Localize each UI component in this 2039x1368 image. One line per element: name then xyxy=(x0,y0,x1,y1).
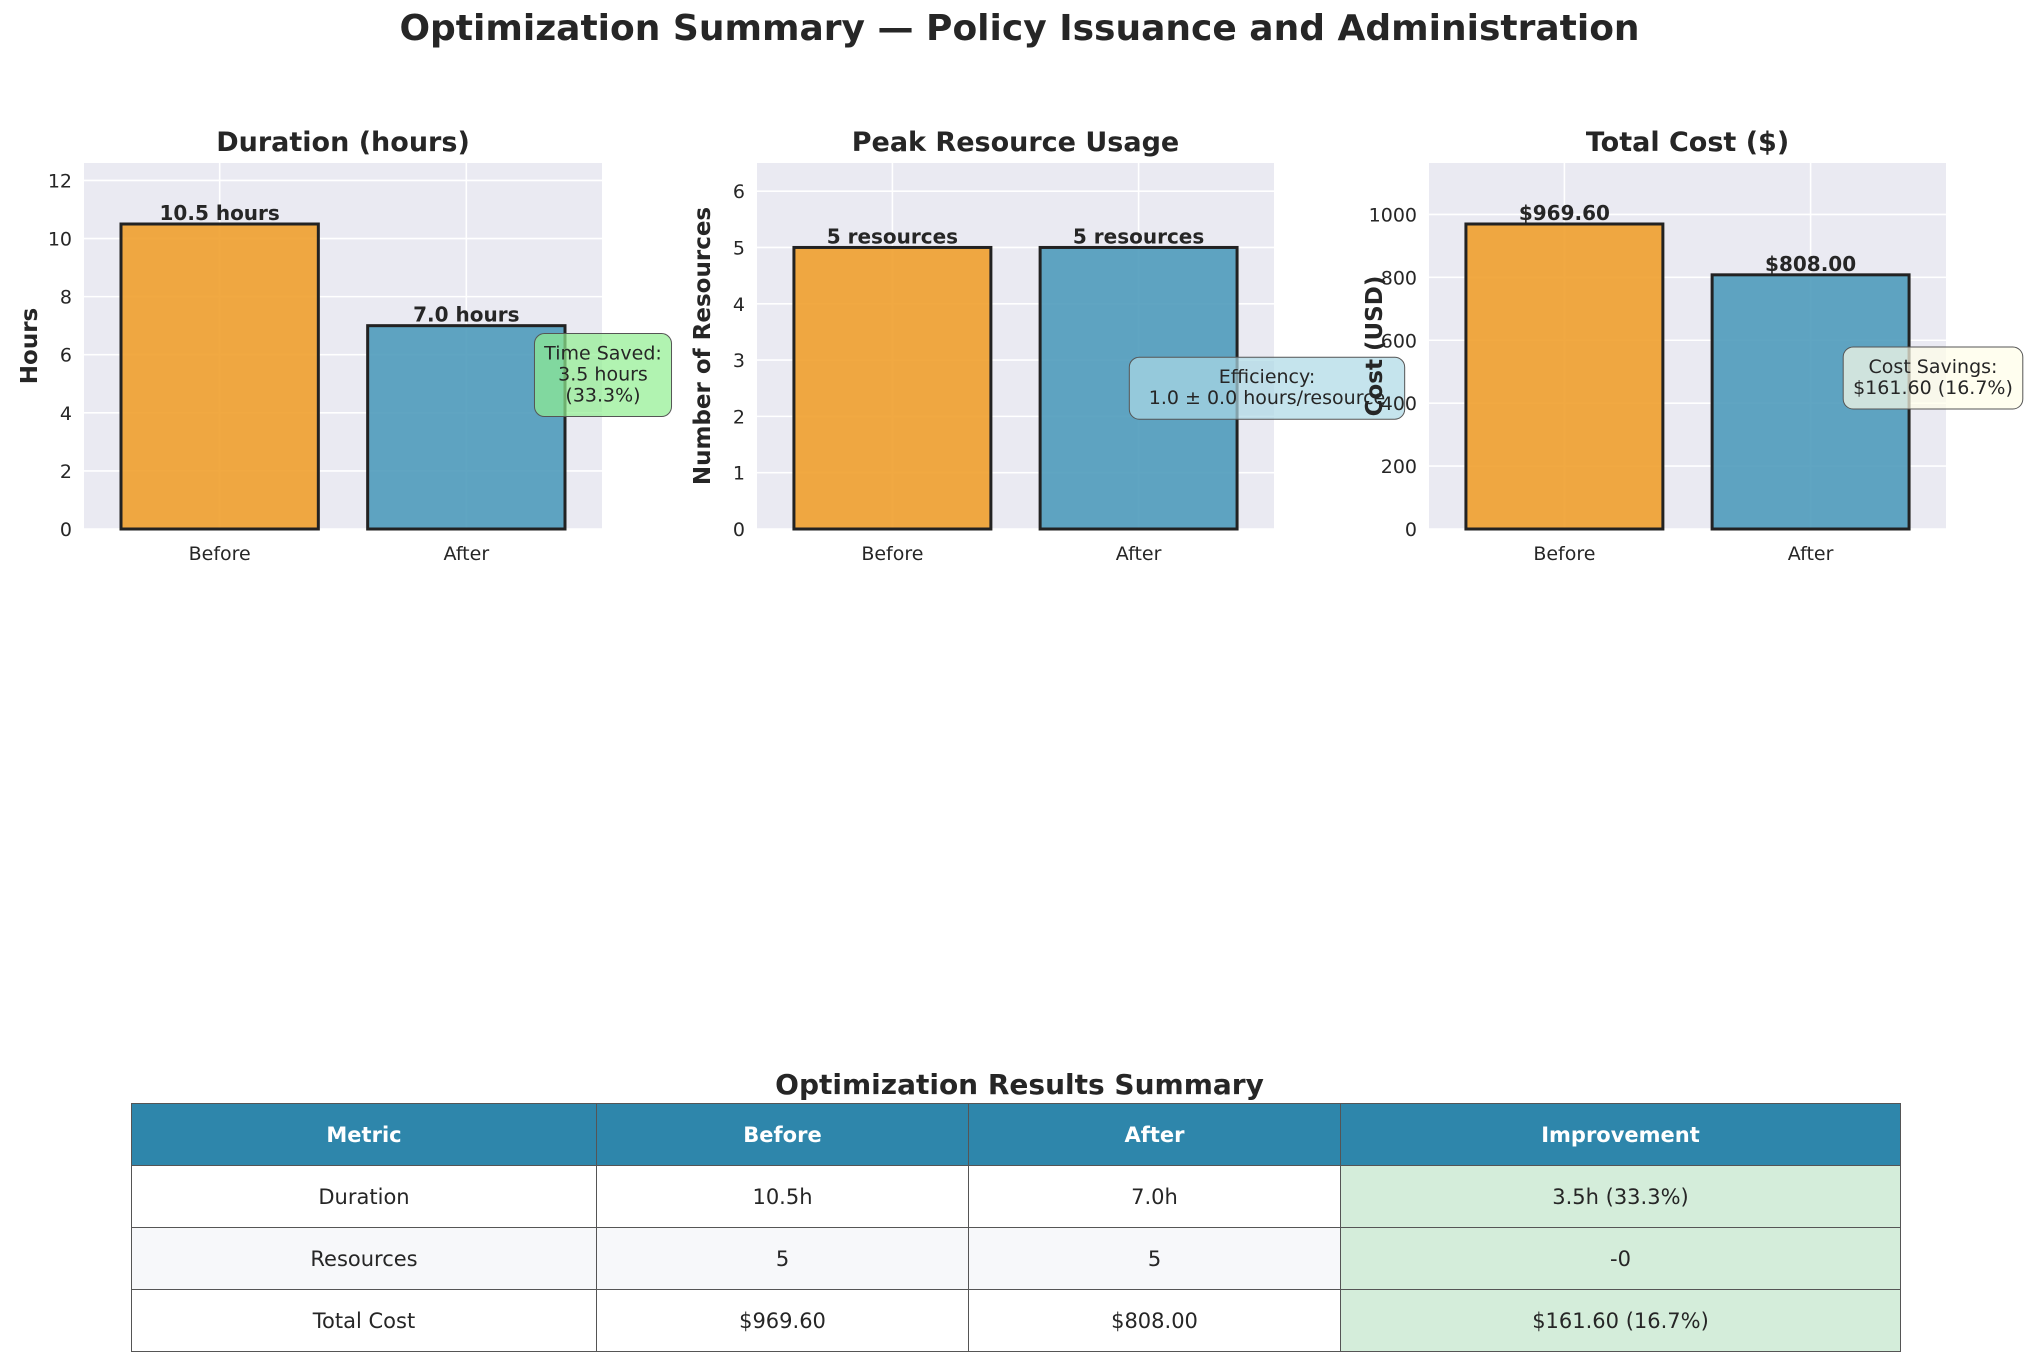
table-cell: $808.00 xyxy=(968,1289,1341,1352)
table-cell: 5 xyxy=(968,1227,1341,1290)
annotation-box: Efficiency:1.0 ± 0.0 hours/resource xyxy=(1128,356,1406,420)
y-axis-label: Cost (USD) xyxy=(1362,276,1388,417)
y-tick-label: 600 xyxy=(1381,330,1417,352)
chart-panel-3: 0 200 400 600 800 1000 $969.60 Before $808.00 Aft… xyxy=(1362,127,2024,565)
annotation-box: Cost Savings:$161.60 (16.7%) xyxy=(1842,346,2024,410)
bar-value-label: 10.5 hours xyxy=(160,201,280,225)
bar-value-label: $808.00 xyxy=(1765,252,1856,276)
header-after: After xyxy=(968,1103,1341,1166)
y-tick-label: 0 xyxy=(1405,519,1417,541)
x-tick-label: Before xyxy=(861,543,923,565)
y-axis-label: Hours xyxy=(17,308,43,384)
table-cell-improvement: -0 xyxy=(1340,1227,1901,1290)
bar-after xyxy=(366,324,567,531)
x-tick-label: After xyxy=(1788,543,1834,565)
annotation-background xyxy=(1128,356,1406,420)
y-tick-label: 1000 xyxy=(1369,204,1417,226)
y-tick-label: 200 xyxy=(1381,456,1417,478)
y-tick-label: 8 xyxy=(60,287,72,309)
table-cell-improvement: 3.5h (33.3%) xyxy=(1340,1165,1901,1228)
annotation-text: (33.3%) xyxy=(565,385,640,407)
y-tick-label: 400 xyxy=(1381,393,1417,415)
table-row: Total Cost $969.60 $808.00 $161.60 (16.7… xyxy=(131,1289,1901,1352)
table-cell: Resources xyxy=(131,1227,597,1290)
y-tick-label: 3 xyxy=(733,350,745,372)
y-tick-label: 4 xyxy=(733,294,745,316)
bar-before xyxy=(119,222,320,531)
header-metric: Metric xyxy=(131,1103,597,1166)
bar-value-label: 5 resources xyxy=(1073,224,1204,248)
x-tick-label: Before xyxy=(189,543,251,565)
bar-before xyxy=(1464,222,1665,531)
table-cell: Total Cost xyxy=(131,1289,597,1352)
bar-before xyxy=(792,245,993,531)
annotation-background xyxy=(1842,346,2024,410)
x-tick-label: After xyxy=(1116,543,1162,565)
x-tick-label: Before xyxy=(1533,543,1595,565)
table-cell: $969.60 xyxy=(596,1289,969,1352)
y-tick-label: 1 xyxy=(733,463,745,485)
header-improvement: Improvement xyxy=(1340,1103,1901,1166)
y-tick-label: 6 xyxy=(60,345,72,367)
annotation-text: 3.5 hours xyxy=(558,364,648,386)
annotation-text: 1.0 ± 0.0 hours/resource xyxy=(1149,387,1385,409)
figure-title: Optimization Summary — Policy Issuance a… xyxy=(399,8,1640,49)
bar-value-label: 5 resources xyxy=(827,224,958,248)
chart-title: Peak Resource Usage xyxy=(852,127,1180,158)
table-cell: 10.5h xyxy=(596,1165,969,1228)
header-before: Before xyxy=(596,1103,969,1166)
y-tick-label: 2 xyxy=(733,406,745,428)
table-title: Optimization Results Summary xyxy=(775,1068,1264,1101)
summary-table: Metric Before After Improvement Duration… xyxy=(131,1103,1901,1352)
chart-panel-1: 0 2 4 6 8 10 12 10.5 hours Before 7.0 hours After D… xyxy=(17,127,673,565)
annotation-box: Time Saved:3.5 hours(33.3%) xyxy=(533,333,673,418)
y-axis-label: Number of Resources xyxy=(690,207,716,485)
y-tick-label: 2 xyxy=(60,461,72,483)
table-row: Resources 5 5 -0 xyxy=(131,1227,1901,1290)
table-header-row: Metric Before After Improvement xyxy=(131,1103,1901,1166)
y-tick-label: 800 xyxy=(1381,267,1417,289)
y-tick-label: 6 xyxy=(733,181,745,203)
chart-title: Duration (hours) xyxy=(216,127,470,158)
bar-value-label: $969.60 xyxy=(1519,201,1610,225)
y-tick-label: 0 xyxy=(60,519,72,541)
annotation-text: Time Saved: xyxy=(543,343,662,365)
y-tick-label: 5 xyxy=(733,237,745,259)
table-cell: 7.0h xyxy=(968,1165,1341,1228)
y-tick-label: 10 xyxy=(48,229,72,251)
table-cell: Duration xyxy=(131,1165,597,1228)
bar-value-label: 7.0 hours xyxy=(413,303,519,327)
annotation-background xyxy=(533,333,673,418)
y-tick-label: 0 xyxy=(733,519,745,541)
y-tick-label: 12 xyxy=(48,170,72,192)
chart-panel-2: 0 1 2 3 4 5 6 5 resources Before 5 resources After… xyxy=(690,127,1406,565)
chart-title: Total Cost ($) xyxy=(1586,127,1789,158)
annotation-text: Efficiency: xyxy=(1219,366,1316,388)
annotation-text: $161.60 (16.7%) xyxy=(1853,377,2013,399)
annotation-text: Cost Savings: xyxy=(1869,356,1998,378)
y-tick-label: 4 xyxy=(60,403,72,425)
table-cell-improvement: $161.60 (16.7%) xyxy=(1340,1289,1901,1352)
table-row: Duration 10.5h 7.0h 3.5h (33.3%) xyxy=(131,1165,1901,1228)
table-cell: 5 xyxy=(596,1227,969,1290)
x-tick-label: After xyxy=(444,543,490,565)
